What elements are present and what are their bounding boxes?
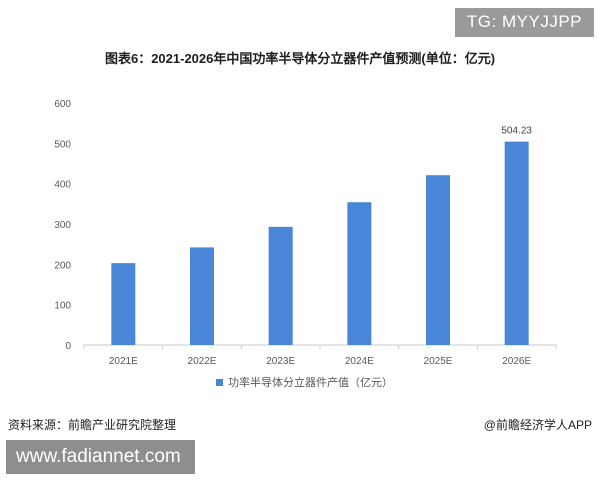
bar <box>347 202 372 345</box>
x-tick-label: 2024E <box>345 356 374 367</box>
y-tick-label: 200 <box>54 260 71 271</box>
bar <box>111 263 136 345</box>
x-tick-label: 2023E <box>266 356 295 367</box>
y-tick-label: 500 <box>54 139 71 150</box>
y-tick-label: 100 <box>54 301 71 312</box>
y-tick-label: 300 <box>54 220 71 231</box>
x-tick-label: 2022E <box>188 356 217 367</box>
y-tick-label: 400 <box>54 180 71 191</box>
brand-note: @前瞻经济学人APP <box>483 418 592 432</box>
x-tick-label: 2026E <box>502 356 531 367</box>
bar <box>268 226 293 345</box>
bar <box>426 175 450 345</box>
bar <box>190 247 214 345</box>
bar <box>504 141 529 345</box>
legend-swatch <box>216 379 223 386</box>
x-tick-label: 2025E <box>424 356 453 367</box>
telegram-tag: TG: MYYJJPP <box>454 8 594 37</box>
y-tick-label: 0 <box>65 341 71 352</box>
legend-label: 功率半导体分立器件产值（亿元） <box>228 375 393 389</box>
data-label: 504.23 <box>501 126 532 137</box>
source-note: 资料来源：前瞻产业研究院整理 <box>8 418 177 432</box>
y-tick-label: 600 <box>54 99 71 110</box>
chart-title: 图表6：2021-2026年中国功率半导体分立器件产值预测(单位：亿元) <box>104 51 496 66</box>
website-watermark: www.fadiannet.com <box>6 440 195 474</box>
x-tick-label: 2021E <box>109 356 138 367</box>
